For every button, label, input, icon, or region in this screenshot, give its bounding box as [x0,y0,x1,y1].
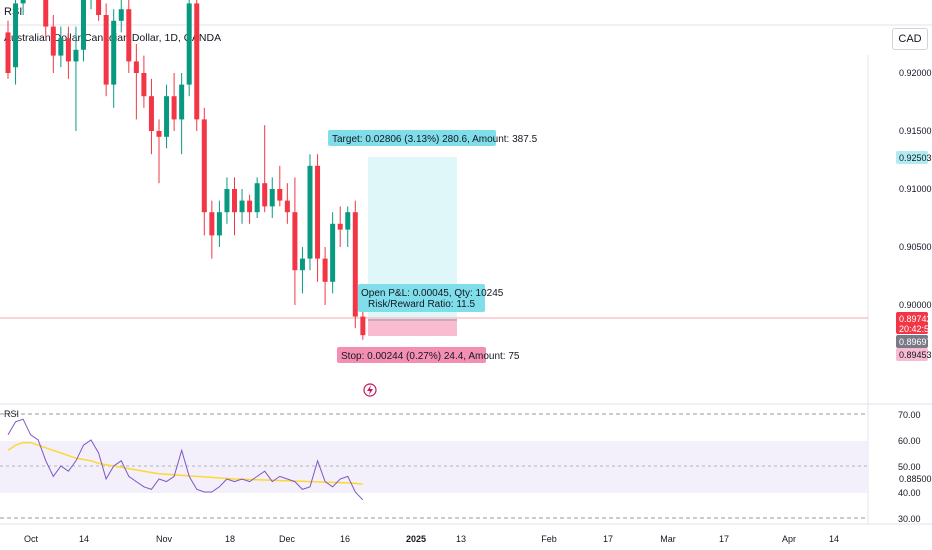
rsi-level-label: 70.00 [898,410,921,420]
rsi-band [0,441,868,493]
svg-text:20:42:50: 20:42:50 [899,324,932,334]
time-tick-label: Mar [660,534,676,544]
candle-body [50,26,56,56]
candle-body [352,212,358,317]
price-axis: 0.940000.935000.930000.920000.915000.910… [899,68,932,484]
time-tick-label: Oct [24,534,39,544]
candle-body [224,189,230,213]
time-tick-label: Dec [279,534,296,544]
target-price-tag: 0.92503 [896,151,932,164]
candle-body [194,3,200,120]
candle-body [292,212,298,271]
candle-body [13,3,19,68]
last-price-tag: 0.89742 20:42:50 [896,312,932,334]
svg-text:0.89742: 0.89742 [899,314,932,324]
rsi-pane-label: RSI [4,409,19,419]
svg-text:Target: 0.02806 (3.13%) 280.6,: Target: 0.02806 (3.13%) 280.6, Amount: 3… [332,134,538,145]
svg-text:Risk/Reward Ratio: 11.5: Risk/Reward Ratio: 11.5 [368,299,476,310]
svg-text:0.89453: 0.89453 [899,350,932,360]
time-tick-label: Nov [156,534,173,544]
candle-body [269,189,275,207]
event-icon [363,383,377,397]
loss-zone [368,319,457,336]
candle-body [141,73,147,97]
candle-body [216,212,222,236]
svg-text:Stop: 0.00244 (0.27%) 24.4, Am: Stop: 0.00244 (0.27%) 24.4, Amount: 75 [341,351,520,362]
candle-body [322,258,328,282]
candle-body [111,20,117,85]
time-tick-label: 17 [603,534,613,544]
candle-body [20,0,26,4]
currency-button[interactable]: CAD [892,28,928,50]
candle-body [277,189,283,201]
open-pnl-label: Open P&L: 0.00045, Qty: 10245 Risk/Rewar… [358,284,504,312]
rsi-level-label: 30.00 [898,514,921,524]
time-axis: Oct 14 Nov 18 Dec 16 2025 13 Feb 17 Mar 17 Apr 14 [24,534,839,544]
time-tick-label: 14 [829,534,839,544]
rsi-level-label: 40.00 [898,488,921,498]
candle-body [201,119,207,213]
candle-body [299,258,305,271]
candle-body [360,316,366,336]
target-label: Target: 0.02806 (3.13%) 280.6, Amount: 3… [328,130,538,146]
candle-body [330,223,336,282]
candle-body [118,9,124,21]
candle-body [148,96,154,131]
svg-text:Open P&L: 0.00045, Qty: 10245: Open P&L: 0.00045, Qty: 10245 [361,288,504,299]
time-tick-label: 17 [719,534,729,544]
time-tick-label: 18 [225,534,235,544]
time-tick-label: 16 [340,534,350,544]
candle-body [239,200,245,213]
candle-body [96,0,102,16]
candle-body [58,38,64,56]
price-tick-label: 0.90500 [899,242,932,252]
candle-body [247,200,253,213]
candles-group [5,0,366,340]
price-tick-label: 0.90000 [899,300,932,310]
candle-body [209,212,215,236]
price-tick-label: 0.92000 [899,68,932,78]
entry-price-tag: 0.89697 [896,335,932,348]
price-tick-label: 0.91500 [899,126,932,136]
candle-body [179,84,185,120]
rsi-line [7,418,364,501]
candle-body [133,61,139,73]
rsi-ma-line [7,441,363,485]
candle-body [5,32,11,73]
candle-body [126,9,132,62]
time-tick-label: 14 [79,534,89,544]
rsi-level-label: 50.00 [898,462,921,472]
candle-body [337,223,343,230]
candle-body [262,183,268,207]
time-tick-label: 13 [456,534,466,544]
candle-body [315,165,321,259]
svg-text:0.89697: 0.89697 [899,337,932,347]
stop-price-tag: 0.89453 [896,348,932,361]
rsi-level-label: 60.00 [898,436,921,446]
price-tick-label: 0.88500 [899,474,932,484]
time-tick-label: Feb [541,534,557,544]
time-tick-label: 2025 [406,534,426,544]
time-tick-label: Apr [782,534,796,544]
candle-body [156,131,162,137]
rsi-lines-group [7,418,364,501]
candle-body [345,212,351,230]
candle-body [284,200,290,213]
candle-body [171,96,177,120]
svg-text:0.92503: 0.92503 [899,153,932,163]
stop-label: Stop: 0.00244 (0.27%) 24.4, Amount: 75 [337,347,520,363]
candle-body [65,38,71,62]
candle-body [103,15,109,85]
candle-body [164,96,170,137]
candle-body [307,165,313,259]
candle-body [232,189,237,213]
candle-body [43,0,49,27]
candle-body [73,49,79,62]
candle-body [186,3,192,85]
candle-body [254,183,260,213]
price-tick-label: 0.91000 [899,184,932,194]
candle-body [81,0,86,50]
